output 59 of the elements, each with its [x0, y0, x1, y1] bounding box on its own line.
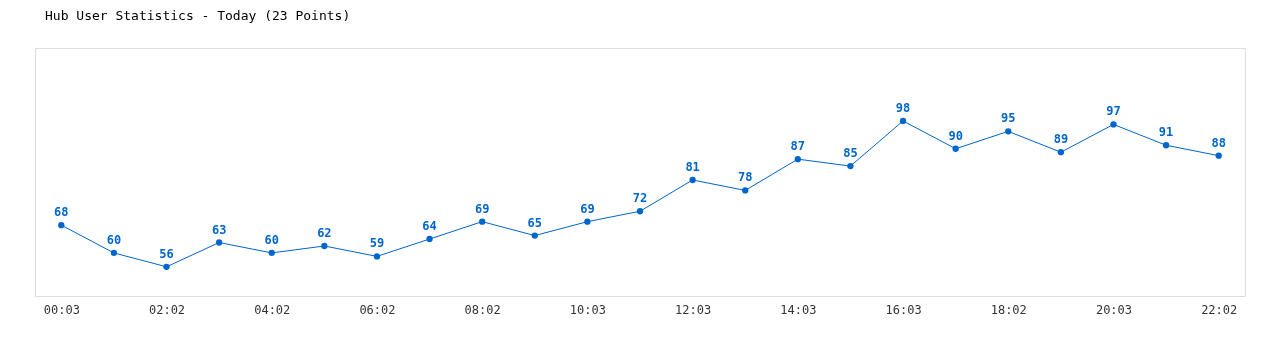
x-tick-label: 12:03 [675, 302, 712, 317]
x-tick-label: 08:02 [464, 302, 501, 317]
point [373, 253, 381, 260]
point [742, 187, 749, 194]
data-label: 64 [422, 219, 437, 234]
point [58, 221, 65, 229]
point [689, 176, 696, 184]
point [426, 235, 433, 243]
x-tick-label: 00:03 [43, 302, 80, 317]
point [794, 155, 801, 163]
data-label: 78 [737, 170, 753, 185]
data-label: 68 [54, 205, 69, 220]
x-tick-label: 04:02 [254, 302, 291, 317]
data-label: 81 [685, 159, 700, 174]
data-label: 95 [1001, 111, 1016, 126]
point [268, 249, 275, 257]
data-label: 88 [1211, 135, 1226, 150]
point [899, 117, 907, 125]
x-tick-label: 14:03 [780, 302, 817, 317]
point [1005, 128, 1012, 135]
data-label: 69 [580, 201, 595, 216]
data-label: 98 [895, 100, 911, 115]
x-tick-label: 22:02 [1201, 302, 1238, 317]
point [1057, 149, 1065, 156]
point [636, 208, 644, 215]
x-tick-label: 10:03 [569, 302, 606, 317]
data-label: 69 [474, 201, 490, 216]
data-label: 60 [264, 232, 279, 247]
data-label: 90 [948, 128, 963, 143]
point [531, 232, 538, 239]
point [847, 162, 854, 170]
data-label: 63 [211, 222, 227, 237]
data-label: 97 [1106, 104, 1121, 119]
data-label: 85 [843, 146, 858, 161]
point [952, 145, 959, 152]
point [584, 218, 591, 225]
data-label: 65 [527, 215, 543, 230]
data-label: 60 [106, 232, 122, 247]
point [479, 218, 486, 225]
x-tick-label: 20:03 [1095, 302, 1133, 317]
x-tick-label: 18:02 [990, 302, 1027, 317]
x-tick-label: 02:02 [148, 302, 186, 317]
data-label: 87 [790, 139, 806, 154]
data-label: 59 [369, 236, 385, 251]
point [1110, 121, 1117, 128]
data-label: 72 [632, 191, 648, 206]
data-label: 62 [317, 225, 332, 240]
data-label: 56 [159, 246, 174, 261]
x-tick-label: 06:02 [359, 302, 396, 317]
data-label: 89 [1053, 132, 1069, 147]
data-label: 91 [1158, 125, 1174, 140]
point [321, 242, 328, 250]
point [110, 249, 118, 257]
point [1215, 152, 1222, 159]
point [1162, 142, 1170, 149]
chart-title: Hub User Statistics - Today (23 Points) [45, 8, 351, 23]
x-tick-label: 16:03 [885, 302, 922, 317]
point [215, 239, 223, 246]
point [163, 263, 170, 270]
